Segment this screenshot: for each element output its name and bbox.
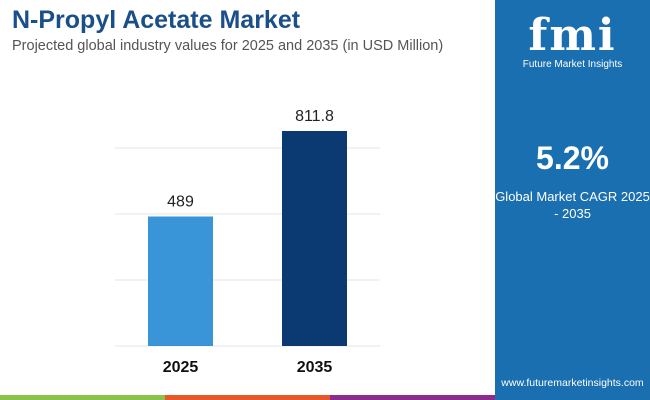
cagr-value: 5.2% — [536, 140, 609, 176]
footer-strip-orange — [165, 395, 330, 400]
footer-strip-purple — [330, 395, 495, 400]
x-tick-label: 2035 — [297, 359, 333, 376]
fmi-logo: fmi Future Market Insights — [495, 10, 650, 70]
data-label: 811.8 — [295, 108, 334, 125]
chart-title: N-Propyl Acetate Market — [12, 6, 301, 34]
cagr-label: Global Market CAGR 2025 - 2035 — [495, 189, 650, 221]
chart-subtitle: Projected global industry values for 202… — [12, 38, 444, 54]
logo-mark: fmi — [528, 10, 617, 61]
logo-text: Future Market Insights — [522, 59, 623, 70]
bar-2035 — [282, 131, 347, 346]
data-label: 489 — [167, 193, 194, 210]
website-url: www.futuremarketinsights.com — [501, 377, 644, 389]
side-panel: fmi Future Market Insights 5.2% Global M… — [495, 0, 650, 400]
footer-strip-green — [0, 395, 165, 400]
x-tick-label: 2025 — [163, 359, 199, 376]
bar-2025 — [148, 216, 213, 346]
bar-chart: 489 2025 811.8 2035 — [115, 108, 380, 376]
